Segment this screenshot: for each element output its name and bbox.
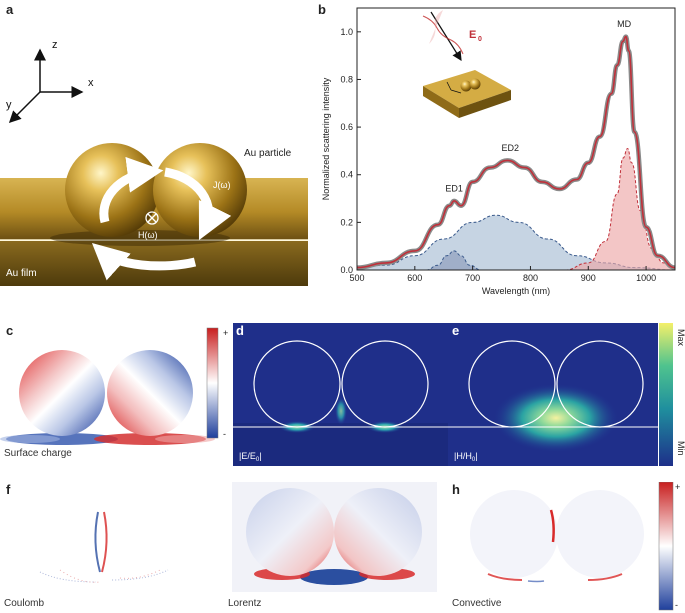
x-tick-label-0: 500 (349, 273, 364, 283)
lorentz-caption: Lorentz (228, 598, 261, 609)
x-axis-title: Wavelength (nm) (482, 286, 550, 296)
convective-sphere-right (556, 490, 644, 578)
axis-x-label: x (88, 77, 94, 89)
field-label-sub: 0 (478, 36, 482, 43)
x-tick-label-1: 600 (407, 273, 422, 283)
y-tick-label-4: 0.8 (340, 74, 353, 84)
au-film-label: Au film (6, 268, 37, 279)
h-field-caption: |H/H0| (454, 451, 478, 463)
scattering-chart: 500 600 700 800 900 1000 0.0 0.2 0.4 0.6 0.8 1.0 Wav… (321, 7, 676, 296)
y-axis-title: Normalized scattering intensity (321, 77, 331, 200)
colorbar-min-label: Min (676, 441, 685, 456)
panel-label-h: h (452, 482, 460, 497)
y-tick-label-5: 1.0 (340, 27, 353, 37)
y-tick-label-3: 0.6 (340, 122, 353, 132)
charge-sphere-right (107, 350, 193, 436)
field-label: E (469, 29, 476, 41)
field-colorbar (659, 323, 673, 466)
convective-gap-red (549, 509, 555, 543)
inset-particle-2 (469, 78, 481, 90)
surface-charge-caption: Surface charge (4, 448, 72, 459)
series-line-3 (426, 250, 482, 271)
charge-colorbar-minus: - (223, 429, 226, 439)
colorbar-max-label: Max (676, 329, 685, 347)
x-tick-label-2: 700 (465, 273, 480, 283)
y-axis-arrow (8, 91, 41, 124)
magnetic-field-map: |H/H0| Max Min (448, 323, 685, 466)
x-tick-label-3: 800 (523, 273, 538, 283)
current-loop-arrow-3 (91, 242, 197, 281)
current-loop-arrow-1 (99, 156, 164, 224)
x-tick-label-5: 1000 (636, 273, 656, 283)
lorentz-sphere-right (334, 488, 422, 576)
chart-frame (356, 7, 676, 271)
series-fill-2 (357, 215, 675, 270)
lorentz-gap-blue (300, 569, 368, 585)
h-field-hotspot (494, 384, 618, 452)
annotation-ed1: ED1 (445, 183, 463, 193)
panel-label-a: a (6, 2, 14, 17)
lorentz-force-map: Lorentz (228, 482, 437, 609)
au-particle-label: Au particle (244, 148, 292, 159)
force-colorbar-plus: + (675, 482, 680, 492)
annotation-ed2: ED2 (501, 143, 519, 153)
panel-a-illustration: z x y H(ω) J(ω) Au particle Au film (0, 39, 308, 286)
axis-z-label: z (52, 39, 58, 51)
coulomb-speckle (39, 511, 169, 583)
magnetic-field-symbol (145, 211, 159, 225)
lorentz-sphere-left (246, 488, 334, 576)
annotation-md: MD (617, 19, 631, 29)
series-fill-4 (565, 148, 675, 270)
current-loop-arrow-2 (164, 167, 232, 241)
x-tick-label-4: 900 (581, 273, 596, 283)
electric-field-map: |E/E0| (233, 323, 448, 466)
convective-caption: Convective (452, 598, 502, 609)
y-tick-label-2: 0.4 (340, 170, 353, 180)
panel-label-d: d (236, 323, 244, 338)
inset-particle-1 (460, 80, 472, 92)
force-colorbar-minus: - (675, 600, 678, 610)
charge-colorbar (206, 327, 219, 439)
series-fill-3 (426, 250, 482, 270)
y-tick-label-1: 0.2 (340, 217, 353, 227)
coulomb-caption: Coulomb (4, 598, 44, 609)
axis-y-label: y (6, 99, 12, 111)
y-tick-label-0: 0.0 (340, 265, 353, 275)
current-label: J(ω) (213, 180, 231, 190)
panel-label-e: e (452, 323, 460, 338)
convective-sphere-left (470, 490, 558, 578)
panel-label-b: b (318, 2, 326, 17)
surface-charge-map: + - Surface charge (0, 327, 228, 459)
panel-label-c: c (6, 323, 14, 338)
charge-colorbar-plus: + (223, 328, 228, 338)
e-field-caption: |E/E0| (239, 451, 262, 463)
magnetic-field-label: H(ω) (138, 230, 158, 240)
incident-wave (422, 15, 464, 55)
coulomb-force-map: Coulomb (4, 511, 169, 609)
panel-label-f: f (6, 482, 11, 497)
incident-beam-arrow (430, 11, 462, 62)
charge-sphere-left (19, 350, 105, 436)
inset-illustration: E 0 (422, 10, 511, 118)
force-colorbar (658, 482, 674, 611)
convective-force-map: + - Convective (452, 482, 680, 611)
series-line-1 (356, 35, 676, 269)
